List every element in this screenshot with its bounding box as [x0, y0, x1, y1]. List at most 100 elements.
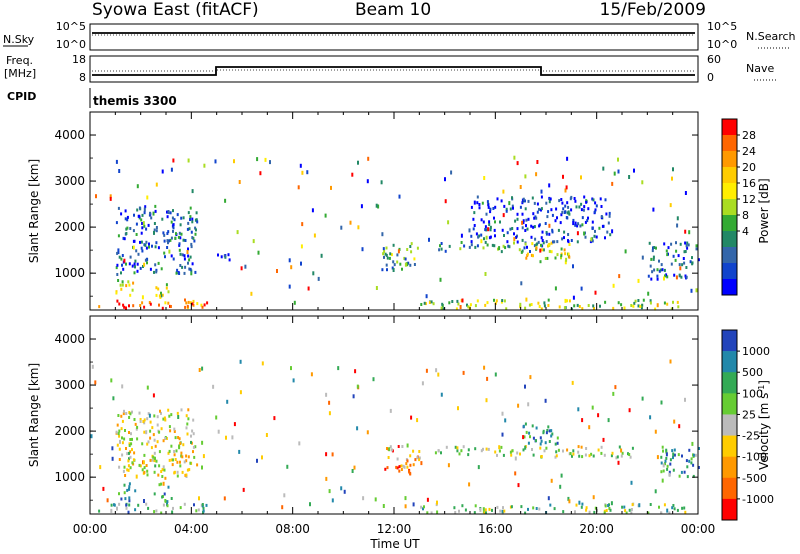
data-cell	[542, 248, 545, 252]
data-cell	[134, 489, 137, 493]
data-cell	[115, 266, 118, 270]
data-cell	[654, 307, 657, 311]
data-cell	[188, 267, 191, 271]
data-cell	[651, 249, 654, 253]
data-cell	[405, 462, 408, 466]
data-cell	[215, 415, 218, 420]
data-cell	[580, 175, 582, 180]
data-cell	[129, 255, 132, 259]
data-cell	[131, 410, 133, 414]
data-cell	[389, 252, 392, 256]
data-cell	[692, 463, 695, 467]
data-cell	[563, 211, 566, 214]
data-cell	[143, 207, 146, 212]
data-cell	[198, 496, 200, 501]
data-cell	[668, 472, 671, 477]
data-cell	[136, 269, 139, 273]
data-cell	[182, 238, 185, 242]
data-cell	[572, 452, 575, 456]
data-cell	[189, 206, 192, 210]
data-cell	[252, 239, 255, 244]
data-cell	[504, 246, 507, 250]
data-cell	[599, 304, 601, 308]
data-cell	[540, 455, 543, 458]
data-cell	[586, 219, 589, 223]
data-cell	[124, 209, 127, 213]
data-cell	[688, 459, 691, 463]
colorbar-swatch	[722, 263, 737, 280]
data-cell	[499, 220, 501, 224]
data-cell	[566, 299, 568, 303]
data-cell	[524, 384, 526, 389]
data-cell	[186, 422, 189, 426]
data-cell	[540, 195, 543, 199]
data-cell	[223, 254, 226, 258]
data-cell	[590, 237, 593, 242]
data-cell	[614, 385, 617, 390]
data-cell	[524, 511, 527, 515]
data-cell	[538, 207, 540, 211]
data-cell	[158, 464, 161, 468]
data-cell	[684, 397, 686, 402]
data-cell	[520, 281, 523, 286]
data-cell	[502, 453, 505, 457]
data-cell	[665, 456, 668, 460]
data-cell	[676, 216, 679, 221]
data-cell	[141, 301, 144, 305]
data-cell	[459, 305, 462, 309]
data-cell	[550, 241, 553, 245]
data-cell	[281, 505, 284, 510]
data-cell	[410, 250, 413, 254]
data-cell	[533, 201, 536, 205]
data-cell	[152, 455, 155, 459]
data-cell	[180, 451, 183, 455]
data-cell	[503, 234, 505, 237]
data-cell	[681, 454, 683, 458]
data-cell	[484, 225, 487, 229]
data-cell	[460, 241, 463, 244]
data-cell	[533, 225, 536, 229]
data-cell	[194, 445, 197, 449]
data-cell	[127, 468, 130, 472]
data-cell	[684, 241, 687, 245]
data-cell	[484, 303, 487, 307]
data-cell	[401, 267, 403, 271]
data-cell	[153, 510, 156, 514]
data-cell	[357, 225, 360, 230]
data-cell	[640, 306, 643, 310]
velocity-colorbar-scale	[722, 330, 737, 521]
data-cell	[666, 275, 669, 279]
data-cell	[413, 263, 416, 266]
data-cell	[356, 426, 359, 431]
data-cell	[187, 158, 190, 163]
data-cell	[544, 222, 547, 225]
data-cell	[617, 460, 620, 465]
data-cell	[140, 231, 143, 235]
data-cell	[594, 201, 597, 205]
data-cell	[128, 451, 130, 455]
data-cell	[536, 202, 539, 206]
data-cell	[656, 277, 659, 281]
data-cell	[90, 434, 93, 439]
data-cell	[543, 449, 546, 453]
data-cell	[149, 436, 152, 440]
data-cell	[550, 434, 553, 438]
data-cell	[554, 286, 557, 291]
data-cell	[172, 458, 174, 462]
data-cell	[409, 463, 412, 467]
data-cell	[153, 492, 156, 496]
data-cell	[585, 199, 588, 203]
data-cell	[170, 167, 173, 172]
data-cell	[131, 448, 133, 452]
data-cell	[672, 468, 675, 472]
data-cell	[139, 420, 142, 423]
freq-unit: [MHz]	[4, 67, 36, 80]
data-cell	[131, 264, 134, 268]
data-cell	[192, 236, 195, 240]
data-cell	[448, 301, 451, 305]
data-cell	[166, 210, 168, 214]
data-cell	[494, 372, 497, 377]
data-cell	[382, 504, 385, 508]
data-cell	[244, 264, 247, 269]
